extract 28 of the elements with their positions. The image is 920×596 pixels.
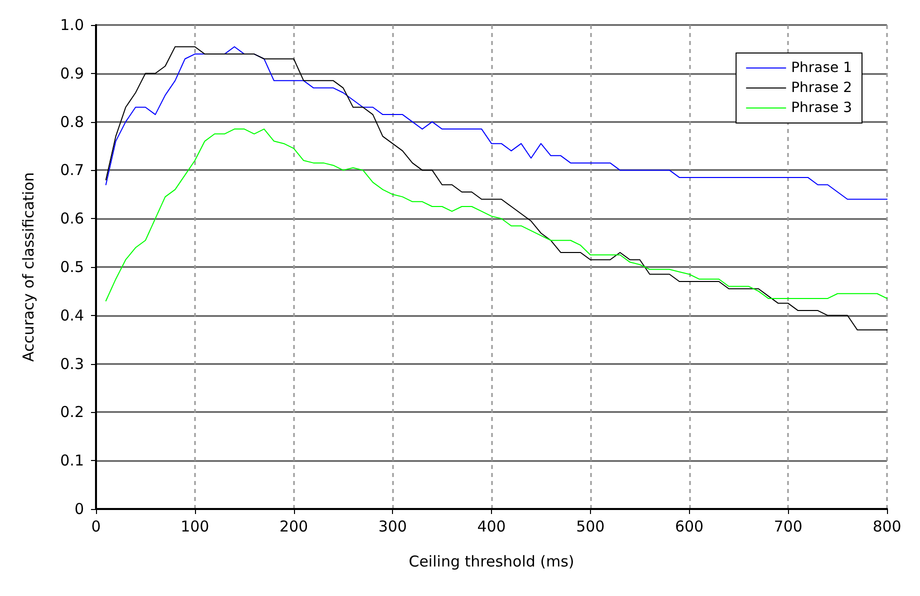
- x-tick-label: 0: [91, 518, 101, 536]
- y-tick-label: 0.2: [60, 403, 84, 422]
- x-tick-label: 400: [477, 518, 506, 536]
- line-series: [105, 46, 888, 330]
- y-tick-label: 0.5: [60, 258, 84, 276]
- x-tick-label: 500: [576, 518, 605, 536]
- y-tick-label: 0: [74, 500, 84, 518]
- legend-label: Phrase 3: [791, 100, 852, 116]
- x-tick-label: 700: [774, 518, 802, 536]
- legend-label: Phrase 2: [791, 80, 852, 96]
- y-tick-label: 0.9: [60, 64, 84, 82]
- y-axis-title: Accuracy of classification: [20, 172, 38, 362]
- x-tick-label: 200: [279, 518, 308, 536]
- legend-label: Phrase 1: [791, 60, 852, 76]
- y-tick-label: 0.7: [60, 161, 84, 180]
- y-tick-label: 0.1: [60, 452, 84, 470]
- y-tick-label: 0.8: [60, 112, 84, 131]
- y-tick-label: 0.6: [60, 210, 84, 228]
- line-series: [105, 46, 888, 200]
- x-tick-label: 100: [180, 518, 210, 536]
- line-series: [105, 128, 888, 302]
- y-tick-label: 0.4: [60, 306, 84, 324]
- x-axis-title: Ceiling threshold (ms): [408, 552, 574, 570]
- x-tick-label: 300: [378, 518, 407, 536]
- y-tick-label: 1.0: [60, 16, 84, 34]
- x-tick-label: 600: [674, 518, 704, 536]
- y-tick-label: 0.3: [60, 354, 84, 373]
- x-tick-label: 800: [872, 518, 902, 536]
